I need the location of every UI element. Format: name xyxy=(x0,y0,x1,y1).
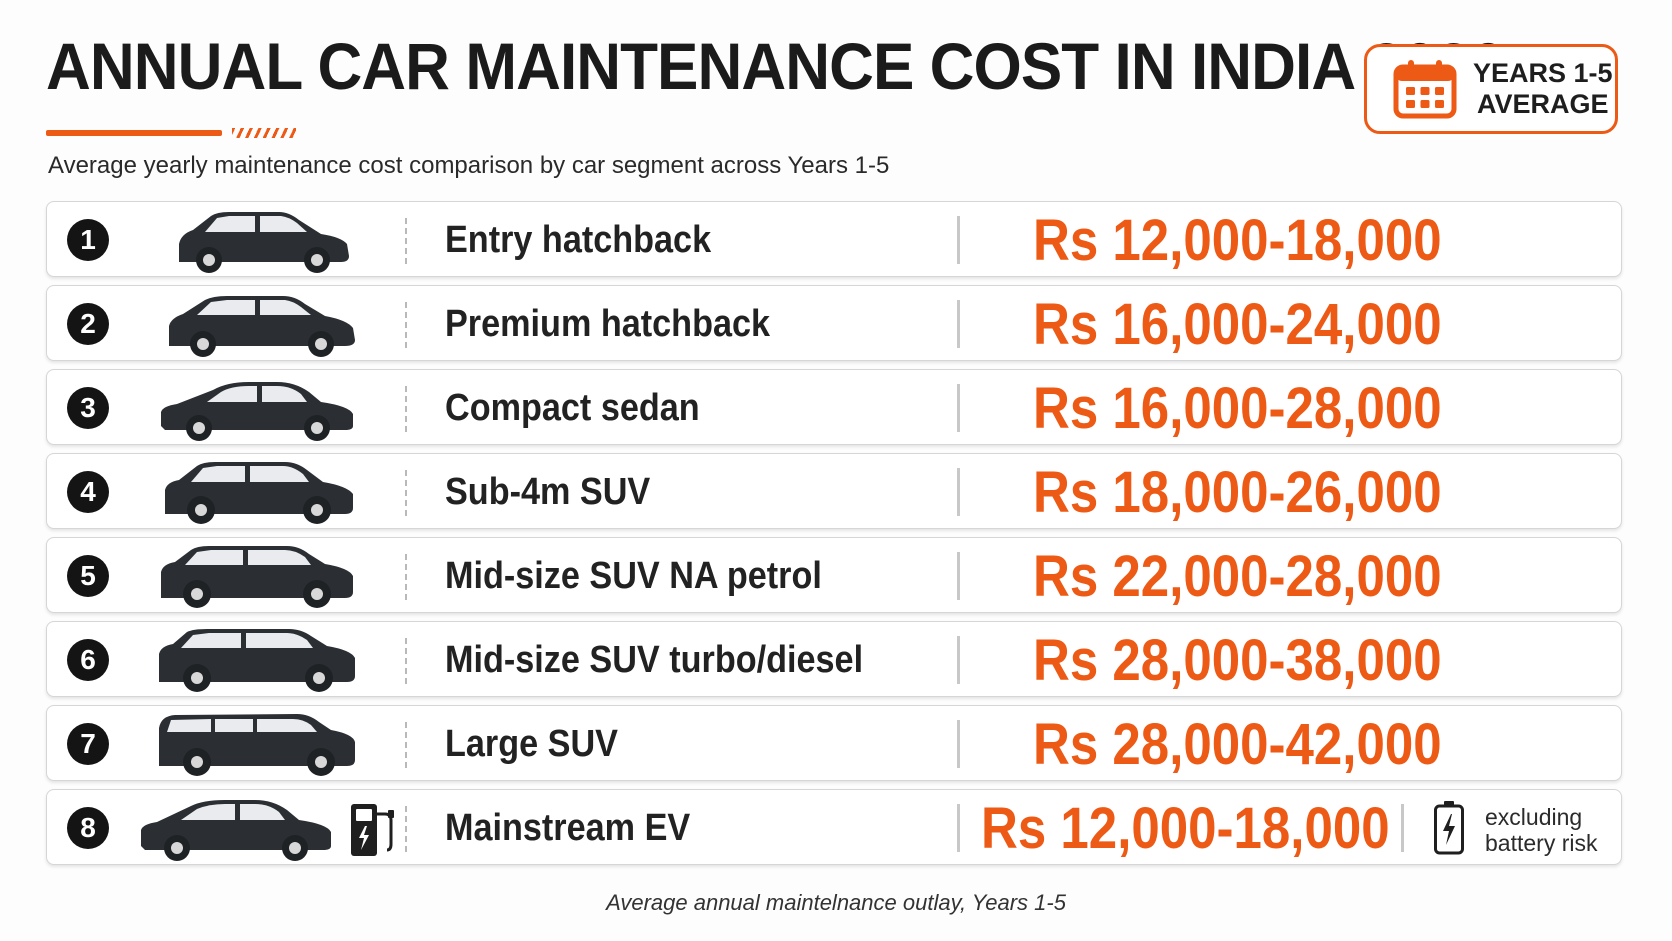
column-divider xyxy=(957,720,960,768)
table-row: 5 Mid-size SUV NA petrol Rs 22,000-28,00… xyxy=(46,537,1622,613)
column-divider xyxy=(405,302,407,348)
column-divider xyxy=(405,386,407,432)
footer-caption: Average annual maintelnance outlay, Year… xyxy=(606,890,1066,915)
title-underline xyxy=(46,130,222,136)
note-line-2: battery risk xyxy=(1485,830,1598,856)
table-row: 3 Compact sedan Rs 16,000-28,000 xyxy=(46,369,1622,445)
note-line-1: excluding xyxy=(1485,804,1583,830)
suv-icon xyxy=(159,714,355,776)
row-number: 4 xyxy=(67,471,109,513)
row-number: 1 xyxy=(67,219,109,261)
battery-risk-note: excluding battery risk xyxy=(1485,804,1597,856)
hatchback-icon xyxy=(169,296,355,357)
segment-name: Premium hatchback xyxy=(445,302,771,345)
column-divider xyxy=(957,384,960,432)
segment-name: Mid-size SUV NA petrol xyxy=(445,554,822,597)
battery-icon xyxy=(1434,801,1464,855)
row-number: 2 xyxy=(67,303,109,345)
column-divider xyxy=(405,554,407,600)
segment-name: Compact sedan xyxy=(445,386,700,429)
suv-icon xyxy=(165,462,353,524)
badge-label: YEARS 1-5 AVERAGE xyxy=(1473,58,1613,120)
column-divider xyxy=(957,636,960,684)
page-subtitle: Average yearly maintenance cost comparis… xyxy=(48,152,890,179)
column-divider xyxy=(405,722,407,768)
sedan-icon xyxy=(161,382,353,441)
column-divider xyxy=(405,470,407,516)
segment-table: 1 Entry hatchback Rs 12,000-18,000 2 Pre… xyxy=(46,201,1622,873)
column-divider xyxy=(957,300,960,348)
row-number: 6 xyxy=(67,639,109,681)
cost-range: Rs 16,000-24,000 xyxy=(1033,291,1442,357)
table-row: 6 Mid-size SUV turbo/diesel Rs 28,000-38… xyxy=(46,621,1622,697)
hatchback-icon xyxy=(179,212,349,273)
suv-icon xyxy=(159,629,355,692)
table-row: 7 Large SUV Rs 28,000-42,000 xyxy=(46,705,1622,781)
ev-icon xyxy=(141,800,331,861)
row-number: 8 xyxy=(67,807,109,849)
table-row: 1 Entry hatchback Rs 12,000-18,000 xyxy=(46,201,1622,277)
column-divider xyxy=(405,638,407,684)
table-row: 8 Mainstream EV Rs 12,000-18,000 excludi… xyxy=(46,789,1622,865)
calendar-icon xyxy=(1393,60,1457,119)
segment-name: Sub-4m SUV xyxy=(445,470,651,513)
segment-name: Mid-size SUV turbo/diesel xyxy=(445,638,864,681)
suv-icon xyxy=(161,546,353,608)
cost-range: Rs 28,000-42,000 xyxy=(1033,711,1442,777)
segment-name: Entry hatchback xyxy=(445,218,712,261)
table-row: 2 Premium hatchback Rs 16,000-24,000 xyxy=(46,285,1622,361)
page-title: ANNUAL CAR MAINTENANCE COST IN INDIA 202… xyxy=(46,29,1504,103)
column-divider xyxy=(957,804,960,852)
title-hatch-decoration xyxy=(232,128,296,138)
segment-name: Mainstream EV xyxy=(445,806,691,849)
column-divider xyxy=(405,218,407,264)
badge-line-2: AVERAGE xyxy=(1477,89,1609,119)
column-divider xyxy=(405,806,407,852)
years-average-badge: YEARS 1-5 AVERAGE xyxy=(1364,44,1618,134)
ev-charger-icon xyxy=(351,804,394,856)
row-number: 5 xyxy=(67,555,109,597)
column-divider xyxy=(1401,804,1404,852)
cost-range: Rs 22,000-28,000 xyxy=(1033,543,1442,609)
row-number: 3 xyxy=(67,387,109,429)
badge-line-1: YEARS 1-5 xyxy=(1473,58,1613,88)
cost-range: Rs 18,000-26,000 xyxy=(1033,459,1442,525)
column-divider xyxy=(957,216,960,264)
segment-name: Large SUV xyxy=(445,722,618,765)
cost-range: Rs 28,000-38,000 xyxy=(1033,627,1442,693)
cost-range: Rs 12,000-18,000 xyxy=(1033,207,1442,273)
column-divider xyxy=(957,552,960,600)
column-divider xyxy=(957,468,960,516)
table-row: 4 Sub-4m SUV Rs 18,000-26,000 xyxy=(46,453,1622,529)
cost-range: Rs 12,000-18,000 xyxy=(981,795,1390,861)
row-number: 7 xyxy=(67,723,109,765)
cost-range: Rs 16,000-28,000 xyxy=(1033,375,1442,441)
